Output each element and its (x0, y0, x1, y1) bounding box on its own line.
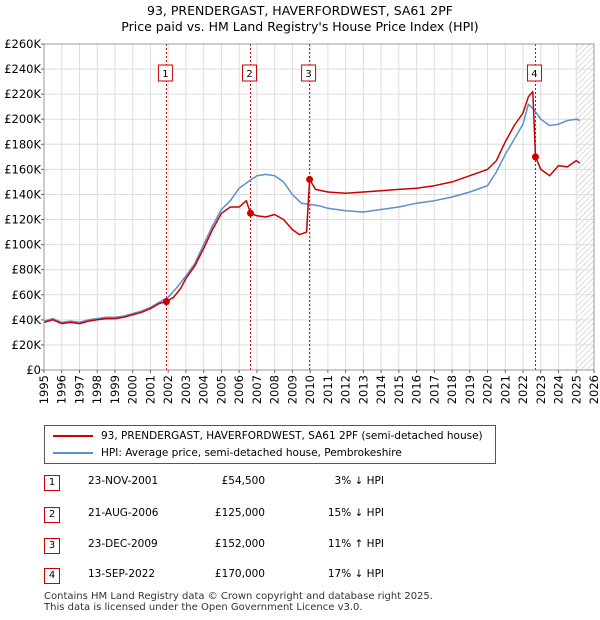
sale-label-text: 1 (162, 69, 168, 80)
x-tick-label: 2022 (516, 375, 530, 404)
sale-hpi-diff: 15% ↓ HPI (327, 507, 384, 519)
y-tick-label: £160K (4, 162, 41, 176)
sale-date: 21-AUG-2006 (88, 507, 159, 519)
sale-number-badge: 3 (44, 538, 60, 554)
sale-price: £170,000 (214, 568, 265, 580)
sale-price: £152,000 (214, 538, 265, 550)
table-row: 4 13-SEP-2022 £170,000 17% ↓ HPI (44, 568, 524, 584)
sale-number-badge: 4 (44, 568, 60, 584)
y-tick-label: £80K (12, 263, 42, 277)
sale-hpi-diff: 17% ↓ HPI (327, 568, 384, 580)
sale-label-box (301, 64, 317, 82)
y-tick-label: £180K (4, 137, 41, 151)
sale-label-box (157, 64, 173, 82)
legend-label-hpi: HPI: Average price, semi-detached house,… (101, 447, 402, 459)
x-tick-label: 2023 (534, 375, 548, 404)
x-tick-label: 2003 (179, 375, 193, 404)
table-row: 3 23-DEC-2009 £152,000 11% ↑ HPI (44, 538, 524, 554)
sale-point (306, 175, 314, 183)
x-tick-label: 1995 (37, 375, 51, 404)
x-tick-label: 2005 (214, 375, 228, 404)
chart-title: 93, PRENDERGAST, HAVERFORDWEST, SA61 2PF (147, 3, 453, 18)
sale-label-text: 4 (531, 69, 537, 80)
x-tick-label: 2002 (161, 375, 175, 404)
y-tick-label: £140K (4, 187, 41, 201)
legend: 93, PRENDERGAST, HAVERFORDWEST, SA61 2PF… (44, 425, 496, 464)
y-tick-label: £0 (26, 363, 41, 377)
x-tick-label: 2019 (463, 375, 477, 404)
sale-point (247, 209, 255, 217)
x-tick-label: 2025 (569, 375, 583, 404)
x-tick-label: 2010 (303, 375, 317, 404)
x-tick-label: 1997 (72, 375, 86, 404)
x-tick-label: 2009 (285, 375, 299, 404)
y-tick-label: £200K (4, 112, 41, 126)
sale-label-text: 3 (305, 69, 311, 80)
footer-line-copyright: Contains HM Land Registry data © Crown c… (44, 591, 433, 602)
plot-frame (43, 43, 595, 371)
y-tick-label: £220K (4, 87, 41, 101)
y-tick-label: £120K (4, 213, 41, 227)
x-tick-label: 1996 (55, 375, 69, 404)
x-tick-label: 2004 (197, 375, 211, 404)
sale-date: 23-DEC-2009 (88, 538, 158, 550)
sale-label-text: 2 (246, 69, 252, 80)
sale-price: £54,500 (221, 475, 265, 487)
sale-hpi-diff: 11% ↑ HPI (327, 538, 384, 550)
y-tick-label: £100K (4, 238, 41, 252)
table-row: 1 23-NOV-2001 £54,500 3% ↓ HPI (44, 475, 524, 491)
x-tick-label: 2013 (356, 375, 370, 404)
price-chart: 1 2 3 4 £0 £20K £40K £60K £80K £100K £120K £140K £1… (4, 37, 600, 404)
sale-number-badge: 2 (44, 507, 60, 523)
x-tick-label: 2001 (143, 375, 157, 404)
x-tick-label: 1999 (108, 375, 122, 404)
sale-point (162, 298, 170, 306)
x-tick-label: 2021 (498, 375, 512, 404)
x-tick-label: 2026 (587, 375, 600, 404)
x-tick-label: 2000 (126, 375, 140, 404)
footer-line-licence: This data is licensed under the Open Gov… (44, 602, 363, 613)
x-tick-label: 1998 (90, 375, 104, 404)
hpi-line (43, 103, 581, 324)
sale-label-box (526, 64, 542, 82)
legend-swatch-blue (53, 452, 93, 454)
legend-swatch-red (53, 435, 93, 437)
sale-hpi-diff: 3% ↓ HPI (334, 475, 384, 487)
plot-area (44, 44, 594, 370)
chart-subtitle: Price paid vs. HM Land Registry's House … (121, 19, 479, 34)
x-tick-label: 2011 (321, 375, 335, 404)
x-tick-label: 2014 (374, 375, 388, 404)
x-tick-label: 2016 (410, 375, 424, 404)
forecast-hatch (576, 44, 594, 370)
legend-item-hpi: HPI: Average price, semi-detached house,… (53, 446, 402, 460)
y-tick-label: £240K (4, 62, 41, 76)
x-tick-label: 2017 (427, 375, 441, 404)
footer-attribution: Contains HM Land Registry data © Crown c… (44, 591, 433, 613)
y-tick-label: £60K (12, 288, 42, 302)
x-tick-label: 2012 (339, 375, 353, 404)
x-tick-label: 2006 (232, 375, 246, 404)
sale-price: £125,000 (214, 507, 265, 519)
sale-date: 23-NOV-2001 (88, 475, 159, 487)
table-row: 2 21-AUG-2006 £125,000 15% ↓ HPI (44, 507, 524, 523)
legend-label-property: 93, PRENDERGAST, HAVERFORDWEST, SA61 2PF… (101, 430, 483, 442)
x-tick-label: 2015 (392, 375, 406, 404)
x-tick-label: 2020 (481, 375, 495, 404)
x-tick-label: 2024 (552, 375, 566, 404)
x-tick-label: 2007 (250, 375, 264, 404)
x-tick-label: 2008 (268, 375, 282, 404)
legend-item-property: 93, PRENDERGAST, HAVERFORDWEST, SA61 2PF… (53, 429, 483, 443)
y-tick-label: £260K (4, 37, 41, 51)
sale-number-badge: 1 (44, 475, 60, 491)
sale-point (531, 153, 539, 161)
y-tick-label: £40K (12, 313, 42, 327)
x-tick-label: 2018 (445, 375, 459, 404)
y-tick-label: £20K (12, 338, 42, 352)
sale-date: 13-SEP-2022 (88, 568, 156, 580)
sale-label-box (242, 64, 258, 82)
property-price-line (43, 90, 581, 325)
